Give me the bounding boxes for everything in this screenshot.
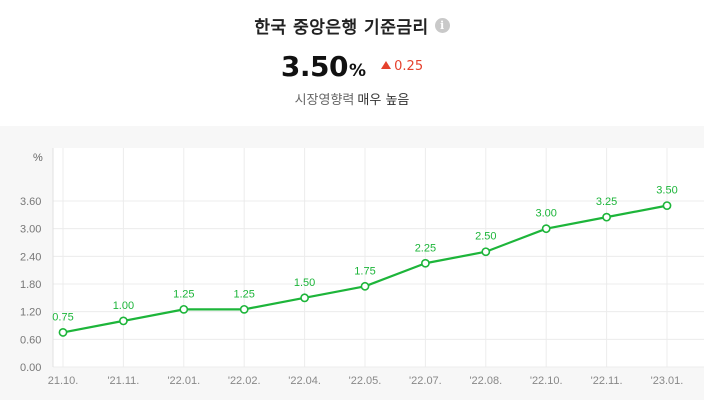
rate-line-chart: 0.00 0.60 1.20 1.80 2.40 3.00 3.60 21.10. '21.1… <box>20 148 704 387</box>
rate-row: 3.50% 0.25 <box>0 50 704 83</box>
x-tick-label: '22.02. <box>228 375 261 387</box>
y-axis-unit-label: % <box>33 152 43 164</box>
data-point <box>360 281 370 291</box>
data-label: 3.50 <box>656 185 677 197</box>
data-label: 2.50 <box>475 231 496 243</box>
rate-value: 3.50 <box>280 50 349 83</box>
y-tick-label: 0.00 <box>20 362 41 374</box>
rate-header: 한국 중앙은행 기준금리 i 3.50% 0.25 시장영향력 매우 높음 <box>0 0 704 126</box>
y-tick-label: 0.60 <box>20 334 41 346</box>
x-tick-label: '22.05. <box>349 375 382 387</box>
rate-change: 0.25 <box>381 59 423 74</box>
x-tick-label: '22.10. <box>530 375 563 387</box>
x-tick-label: '21.11. <box>107 375 139 387</box>
rate-change-value: 0.25 <box>394 59 424 74</box>
x-tick-label: '22.07. <box>409 375 442 387</box>
data-label: 1.75 <box>354 265 375 277</box>
plot-background <box>53 148 704 367</box>
x-tick-label: '23.01. <box>651 375 684 387</box>
data-point <box>662 201 672 211</box>
up-triangle-icon <box>381 61 392 69</box>
data-label: 1.25 <box>233 288 254 300</box>
data-point <box>602 212 611 222</box>
impact-label: 시장영향력 <box>294 93 355 108</box>
x-tick-label: 21.10. <box>48 375 79 387</box>
data-label: 3.00 <box>535 208 556 220</box>
data-label: 0.75 <box>52 311 73 323</box>
y-tick-label: 3.60 <box>20 196 41 208</box>
data-point <box>481 247 491 257</box>
data-label: 1.25 <box>173 288 194 300</box>
impact-row: 시장영향력 매우 높음 <box>0 89 704 108</box>
y-tick-label: 1.20 <box>20 307 41 319</box>
data-point <box>239 304 249 314</box>
x-tick-label: '22.08. <box>469 375 502 387</box>
data-point <box>300 293 309 303</box>
y-tick-label: 2.40 <box>20 251 41 263</box>
data-label: 3.25 <box>596 196 617 208</box>
y-tick-label: 3.00 <box>20 224 41 236</box>
data-point <box>179 304 189 314</box>
x-tick-label: '22.04. <box>288 375 321 387</box>
x-tick-label: '22.11. <box>591 375 623 387</box>
data-point <box>119 316 128 326</box>
rate-unit: % <box>349 61 367 81</box>
info-icon[interactable]: i <box>434 18 450 33</box>
data-point <box>420 258 430 268</box>
page-title: 한국 중앙은행 기준금리 <box>254 18 429 38</box>
chart-area: 0.00 0.60 1.20 1.80 2.40 3.00 3.60 21.10. '21.1… <box>0 126 704 400</box>
data-point <box>541 224 551 234</box>
title-row: 한국 중앙은행 기준금리 i <box>0 13 704 38</box>
data-label: 2.25 <box>415 242 436 254</box>
y-tick-label: 1.80 <box>20 279 41 291</box>
data-point <box>58 328 68 337</box>
data-label: 1.00 <box>113 300 134 312</box>
data-label: 1.50 <box>294 277 315 289</box>
impact-value: 매우 높음 <box>357 93 410 108</box>
x-tick-label: '22.01. <box>167 375 200 387</box>
